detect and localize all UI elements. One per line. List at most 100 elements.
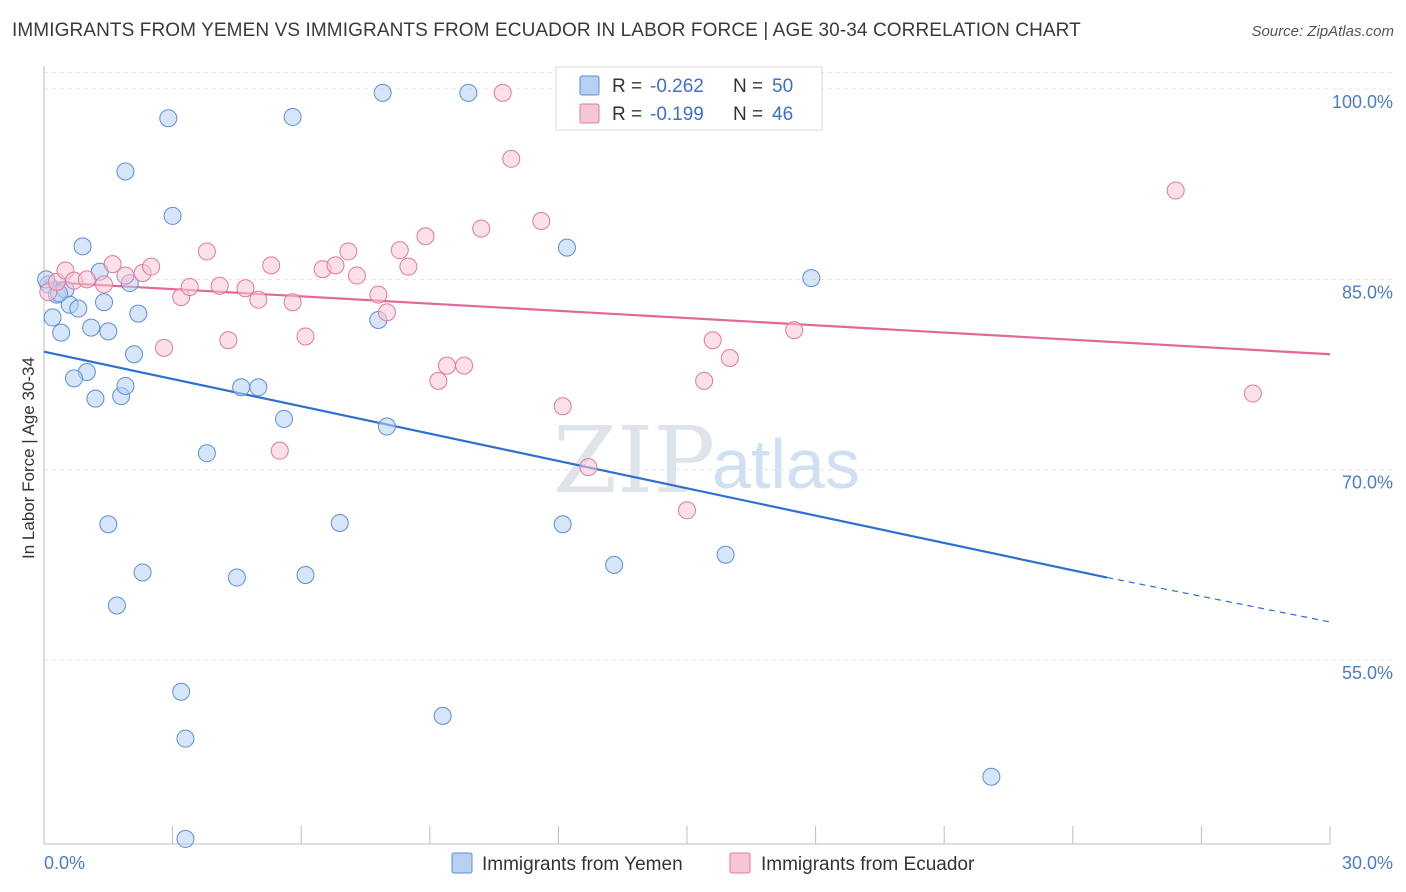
point-yemen-29 bbox=[373, 83, 392, 102]
point-ecuador-5 bbox=[95, 275, 114, 294]
point-ecuador-19 bbox=[283, 293, 302, 312]
point-ecuador-36 bbox=[532, 211, 551, 230]
point-ecuador-26 bbox=[377, 303, 396, 322]
point-ecuador-45 bbox=[1243, 384, 1262, 403]
point-ecuador-38 bbox=[579, 458, 598, 477]
series-legend-label-ecuador: Immigrants from Ecuador bbox=[761, 854, 975, 875]
legend-n-value-ecuador: 46 bbox=[772, 104, 793, 125]
point-ecuador-20 bbox=[296, 327, 315, 346]
point-yemen-31 bbox=[459, 83, 478, 102]
y-tick-label-1: 70.0% bbox=[1342, 473, 1393, 493]
point-ecuador-10 bbox=[155, 338, 174, 357]
source-label: Source: ZipAtlas.com bbox=[1251, 23, 1394, 40]
point-yemen-10 bbox=[95, 293, 114, 312]
x-tick-labels: 0.0% 30.0% bbox=[44, 853, 1393, 873]
point-yemen-6 bbox=[69, 299, 88, 318]
point-yemen-47 bbox=[982, 767, 1001, 786]
point-ecuador-32 bbox=[455, 356, 474, 375]
point-ecuador-22 bbox=[326, 256, 345, 275]
stats-legend: R = -0.262 N = 50 R = -0.199 N = 46 bbox=[555, 66, 823, 131]
point-yemen-30 bbox=[377, 417, 396, 436]
point-yemen-16 bbox=[116, 376, 135, 395]
point-ecuador-39 bbox=[678, 501, 696, 520]
point-yemen-44 bbox=[176, 729, 195, 748]
grid-lines bbox=[44, 72, 1392, 661]
point-yemen-18 bbox=[129, 304, 148, 323]
point-ecuador-13 bbox=[197, 242, 216, 261]
y-tick-label-0: 55.0% bbox=[1342, 663, 1393, 683]
point-yemen-27 bbox=[275, 409, 294, 428]
y-tick-label-2: 85.0% bbox=[1342, 282, 1393, 302]
point-ecuador-9 bbox=[142, 257, 161, 276]
legend-n-label-yemen: N = bbox=[733, 76, 763, 97]
point-ecuador-46 bbox=[270, 441, 289, 460]
point-ecuador-31 bbox=[437, 356, 456, 375]
point-yemen-24 bbox=[232, 378, 251, 397]
point-ecuador-28 bbox=[399, 257, 418, 276]
point-ecuador-37 bbox=[553, 397, 572, 416]
x-tick-label-0: 0.0% bbox=[44, 853, 85, 873]
point-ecuador-33 bbox=[472, 219, 491, 238]
point-yemen-34 bbox=[605, 555, 624, 574]
point-yemen-21 bbox=[159, 109, 178, 128]
point-yemen-42 bbox=[330, 513, 349, 532]
point-ecuador-7 bbox=[116, 266, 135, 285]
legend-n-value-yemen: 50 bbox=[772, 76, 793, 97]
trend-line-yemen bbox=[43, 350, 1108, 579]
data-points bbox=[37, 83, 1262, 848]
trend-line-ecuador bbox=[43, 280, 1331, 356]
point-yemen-13 bbox=[65, 369, 84, 388]
chart-title: IMMIGRANTS FROM YEMEN VS IMMIGRANTS FROM… bbox=[12, 20, 1081, 41]
y-tick-labels: 55.0% 70.0% 85.0% 100.0% bbox=[1332, 92, 1393, 683]
point-yemen-33 bbox=[553, 515, 572, 534]
legend-n-label-ecuador: N = bbox=[733, 104, 763, 125]
point-yemen-11 bbox=[99, 322, 118, 341]
series-legend-swatch-ecuador bbox=[729, 852, 751, 874]
point-ecuador-27 bbox=[390, 241, 409, 260]
legend-r-value-yemen: -0.262 bbox=[650, 76, 704, 97]
point-yemen-17 bbox=[125, 345, 144, 364]
point-ecuador-24 bbox=[347, 266, 366, 285]
legend-r-value-ecuador: -0.199 bbox=[650, 104, 704, 125]
x-tick-label-1: 30.0% bbox=[1342, 853, 1393, 873]
point-yemen-46 bbox=[176, 829, 195, 848]
point-ecuador-18 bbox=[262, 256, 281, 275]
point-ecuador-29 bbox=[416, 227, 435, 246]
point-ecuador-35 bbox=[502, 149, 521, 168]
point-yemen-35 bbox=[716, 545, 735, 564]
y-tick-label-3: 100.0% bbox=[1332, 92, 1393, 112]
point-ecuador-15 bbox=[219, 331, 238, 350]
point-ecuador-23 bbox=[339, 242, 358, 261]
point-ecuador-4 bbox=[77, 270, 96, 289]
legend-swatch-ecuador bbox=[579, 103, 600, 124]
point-yemen-41 bbox=[296, 566, 315, 585]
point-yemen-32 bbox=[557, 238, 576, 257]
point-ecuador-14 bbox=[210, 276, 229, 295]
point-ecuador-6 bbox=[103, 255, 122, 274]
point-ecuador-17 bbox=[249, 290, 268, 309]
point-yemen-3 bbox=[52, 323, 71, 342]
point-ecuador-30 bbox=[429, 371, 448, 390]
series-legend-label-yemen: Immigrants from Yemen bbox=[482, 854, 683, 875]
point-yemen-36 bbox=[802, 269, 821, 288]
point-yemen-43 bbox=[172, 682, 191, 701]
point-ecuador-41 bbox=[703, 331, 722, 350]
series-legend-swatch-yemen bbox=[451, 852, 473, 874]
point-yemen-39 bbox=[107, 596, 126, 615]
point-yemen-14 bbox=[86, 389, 105, 408]
y-axis-label: In Labor Force | Age 30-34 bbox=[19, 357, 38, 559]
point-yemen-20 bbox=[116, 162, 135, 181]
point-yemen-7 bbox=[73, 237, 92, 256]
legend-r-label-ecuador: R = bbox=[612, 104, 642, 125]
point-yemen-37 bbox=[99, 515, 118, 534]
point-ecuador-43 bbox=[785, 321, 804, 340]
point-ecuador-34 bbox=[493, 83, 512, 102]
watermark-zip: ZIP bbox=[553, 407, 715, 514]
point-ecuador-40 bbox=[695, 371, 714, 390]
point-yemen-8 bbox=[82, 318, 101, 337]
point-ecuador-25 bbox=[369, 285, 388, 304]
point-yemen-22 bbox=[163, 206, 182, 225]
watermark-atlas: atlas bbox=[712, 425, 860, 503]
legend-r-label-yemen: R = bbox=[612, 76, 642, 97]
